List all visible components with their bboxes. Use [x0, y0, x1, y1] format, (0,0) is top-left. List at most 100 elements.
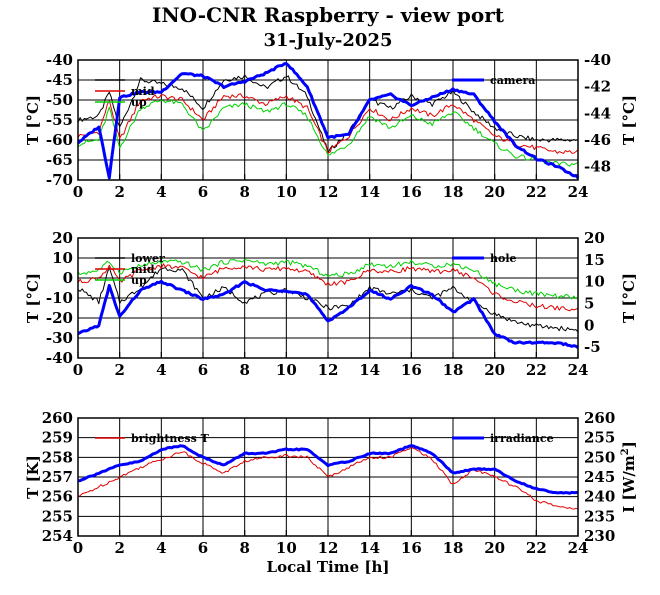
- x-tick-label: 12: [318, 183, 339, 201]
- x-tick-label: 14: [359, 183, 380, 201]
- x-tick-label: 6: [198, 539, 208, 557]
- x-tick-label: 4: [156, 361, 166, 379]
- y-tick-label: 254: [42, 527, 73, 545]
- y2-tick-label: 250: [584, 448, 615, 466]
- x-tick-label: 8: [239, 183, 249, 201]
- y-tick-label: 255: [42, 507, 73, 525]
- y2-tick-label: 255: [584, 429, 615, 447]
- x-tick-label: 16: [401, 183, 422, 201]
- y2-tick-label: -48: [584, 158, 611, 176]
- x-axis-label: Local Time [h]: [267, 558, 390, 576]
- x-tick-label: 6: [198, 183, 208, 201]
- legend-label: irradiance: [490, 432, 554, 445]
- y2-tick-label: 15: [584, 251, 605, 269]
- y-tick-label: -30: [46, 329, 73, 347]
- y-tick-label: -70: [46, 171, 73, 189]
- x-tick-label: 0: [73, 361, 83, 379]
- y-tick-label: -10: [46, 289, 73, 307]
- chart-panels: 0 2 4 6 8 10 12 14 16 18 20 22 24-70-65-60-55-50-45-…: [24, 51, 638, 557]
- x-tick-label: 12: [318, 539, 339, 557]
- chart-panel-1: 0 2 4 6 8 10 12 14 16 18 20 22 24-70-65-60-55-50-45-…: [24, 51, 638, 201]
- y-tick-label: -60: [46, 131, 73, 149]
- y2-tick-label: 235: [584, 507, 615, 525]
- legend-label: hole: [490, 252, 517, 265]
- x-tick-label: 22: [526, 361, 547, 379]
- y2-tick-label: 230: [584, 527, 615, 545]
- y2-tick-label: 0: [584, 316, 594, 334]
- series-line-irradiance: [77, 444, 579, 495]
- x-tick-label: 24: [568, 361, 589, 379]
- y2-tick-label: 260: [584, 409, 615, 427]
- chart-title: INO-CNR Raspberry - view port: [152, 3, 505, 27]
- y2-tick-label: -5: [584, 338, 601, 356]
- x-tick-label: 22: [526, 539, 547, 557]
- x-tick-label: 2: [114, 539, 124, 557]
- legend-label: up: [131, 274, 147, 287]
- legend-label: mid: [131, 263, 155, 276]
- y-tick-label: 10: [52, 249, 73, 267]
- legend-label: brightness T: [131, 432, 210, 445]
- y-tick-label: 0: [63, 269, 73, 287]
- series-line-brightness-T: [77, 446, 579, 510]
- y-tick-label: 256: [42, 488, 73, 506]
- x-tick-label: 22: [526, 183, 547, 201]
- y-tick-label: -40: [46, 349, 73, 367]
- y-tick-label: 259: [42, 429, 73, 447]
- x-tick-label: 14: [359, 361, 380, 379]
- x-tick-label: 10: [276, 539, 297, 557]
- x-tick-label: 24: [568, 539, 589, 557]
- legend-label: up: [131, 96, 147, 109]
- x-tick-label: 10: [276, 183, 297, 201]
- y-axis-label: T [°C]: [24, 273, 42, 323]
- x-tick-label: 4: [156, 539, 166, 557]
- x-tick-label: 6: [198, 361, 208, 379]
- x-tick-label: 0: [73, 183, 83, 201]
- series-line-mid: [77, 93, 579, 154]
- x-tick-label: 18: [443, 183, 464, 201]
- series-line-up: [77, 258, 579, 300]
- y-tick-label: -45: [46, 71, 73, 89]
- y-tick-label: -40: [46, 51, 73, 69]
- y-tick-label: 20: [52, 229, 73, 247]
- chart-panel-2: 0 2 4 6 8 10 12 14 16 18 20 22 24-40-30-20-1001020-5…: [24, 229, 638, 379]
- y-axis-label: T [°C]: [24, 95, 42, 145]
- x-tick-label: 12: [318, 361, 339, 379]
- x-tick-label: 16: [401, 539, 422, 557]
- y-axis-label: T [K]: [24, 455, 42, 499]
- x-tick-label: 18: [443, 361, 464, 379]
- x-tick-label: 20: [484, 539, 505, 557]
- x-tick-label: 18: [443, 539, 464, 557]
- x-tick-label: 0: [73, 539, 83, 557]
- legend-label: camera: [490, 74, 535, 87]
- x-tick-label: 16: [401, 361, 422, 379]
- chart-panel-3: 0 2 4 6 8 10 12 14 16 18 20 22 242542552562572582592…: [24, 409, 638, 557]
- y-tick-label: 260: [42, 409, 73, 427]
- x-tick-label: 14: [359, 539, 380, 557]
- x-tick-label: 20: [484, 361, 505, 379]
- x-tick-label: 4: [156, 183, 166, 201]
- y-tick-label: -20: [46, 309, 73, 327]
- y2-axis-label: T [°C]: [620, 95, 638, 145]
- y2-tick-label: -46: [584, 131, 611, 149]
- series-line-camera: [76, 62, 580, 180]
- y2-tick-label: 20: [584, 229, 605, 247]
- x-tick-label: 24: [568, 183, 589, 201]
- y2-tick-label: 240: [584, 488, 615, 506]
- y2-tick-label: -40: [584, 51, 611, 69]
- x-tick-label: 8: [239, 361, 249, 379]
- x-tick-label: 2: [114, 183, 124, 201]
- series-line-mid: [77, 263, 579, 312]
- y-tick-label: -65: [46, 151, 73, 169]
- y2-tick-label: -42: [584, 78, 611, 96]
- legend-label: lower: [131, 252, 165, 265]
- y-tick-label: -50: [46, 91, 73, 109]
- x-tick-label: 10: [276, 361, 297, 379]
- y-tick-label: 258: [42, 448, 73, 466]
- x-tick-label: 20: [484, 183, 505, 201]
- y-tick-label: 257: [42, 468, 73, 486]
- y-tick-label: -55: [46, 111, 73, 129]
- y2-tick-label: 10: [584, 273, 605, 291]
- y2-tick-label: -44: [584, 104, 611, 122]
- x-tick-label: 2: [114, 361, 124, 379]
